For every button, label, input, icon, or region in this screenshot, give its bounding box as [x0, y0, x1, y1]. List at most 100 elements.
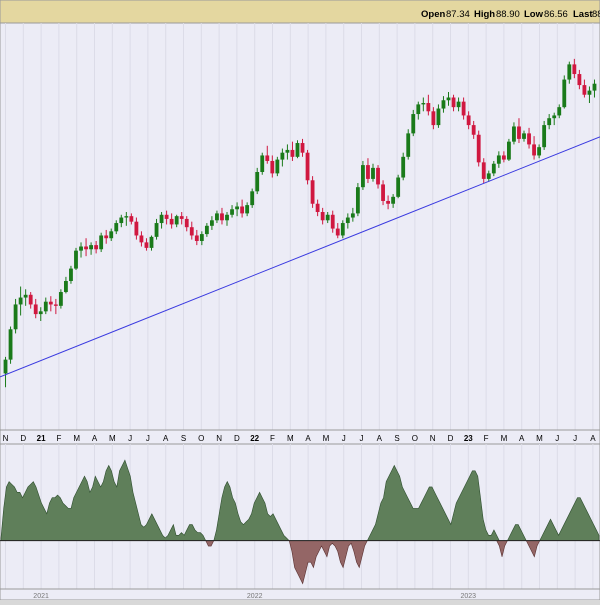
candle[interactable] [99, 232, 104, 253]
candle[interactable] [235, 202, 239, 217]
candle[interactable] [89, 242, 94, 255]
candle[interactable] [476, 130, 481, 167]
candle[interactable] [436, 104, 441, 128]
candle[interactable] [144, 238, 149, 251]
candle[interactable] [335, 223, 340, 239]
candle[interactable] [164, 210, 169, 225]
candle[interactable] [481, 158, 486, 184]
candle[interactable] [255, 167, 260, 195]
candle[interactable] [376, 165, 380, 189]
candle[interactable] [381, 180, 385, 206]
candle[interactable] [129, 213, 134, 225]
candle[interactable] [23, 289, 28, 306]
candle[interactable] [411, 109, 416, 137]
candle[interactable] [280, 148, 285, 167]
candle[interactable] [64, 276, 68, 294]
candle[interactable] [38, 307, 43, 322]
candle[interactable] [562, 75, 567, 109]
candle[interactable] [406, 129, 411, 160]
candle[interactable] [441, 96, 446, 113]
candle[interactable] [537, 144, 542, 159]
candle[interactable] [275, 156, 280, 177]
candle[interactable] [355, 183, 360, 217]
candle[interactable] [184, 216, 189, 232]
candle[interactable] [592, 79, 597, 98]
candle[interactable] [250, 188, 255, 208]
candle[interactable] [3, 356, 8, 388]
candle[interactable] [512, 122, 516, 145]
candle[interactable] [421, 97, 426, 112]
candle[interactable] [501, 151, 506, 163]
candle[interactable] [532, 136, 536, 160]
candle[interactable] [134, 217, 139, 240]
candle[interactable] [69, 265, 73, 284]
candle[interactable] [154, 218, 159, 240]
candle[interactable] [194, 229, 199, 246]
candle[interactable] [340, 220, 345, 239]
candle[interactable] [33, 298, 38, 319]
candle[interactable] [220, 207, 224, 225]
candle[interactable] [350, 207, 355, 222]
candle[interactable] [58, 289, 63, 309]
candle[interactable] [557, 104, 562, 119]
candle[interactable] [189, 221, 194, 240]
candle[interactable] [159, 212, 164, 229]
candle[interactable] [48, 296, 53, 312]
candle[interactable] [270, 155, 275, 178]
candle[interactable] [401, 152, 406, 181]
candle[interactable] [265, 145, 270, 164]
candle[interactable] [290, 141, 295, 161]
candle[interactable] [109, 228, 114, 241]
candle[interactable] [139, 231, 144, 247]
candle[interactable] [53, 298, 58, 315]
candle[interactable] [572, 58, 577, 79]
candle[interactable] [522, 130, 526, 142]
candle[interactable] [552, 112, 557, 126]
candle[interactable] [396, 174, 401, 199]
candle[interactable] [18, 286, 23, 316]
candle[interactable] [225, 212, 229, 226]
candle[interactable] [28, 292, 33, 309]
candle[interactable] [320, 207, 325, 225]
candle[interactable] [300, 138, 305, 157]
trendline[interactable] [0, 136, 600, 378]
candle[interactable] [174, 214, 179, 228]
candle[interactable] [582, 79, 587, 98]
candle[interactable] [310, 176, 315, 208]
candle[interactable] [330, 210, 335, 233]
candle[interactable] [240, 199, 245, 218]
candle[interactable] [285, 144, 290, 160]
candle[interactable] [325, 212, 330, 224]
candle[interactable] [119, 214, 124, 228]
candle[interactable] [567, 61, 572, 84]
candle[interactable] [486, 170, 491, 182]
candle[interactable] [230, 205, 234, 218]
candle[interactable] [527, 127, 531, 149]
candle[interactable] [315, 199, 320, 217]
candle[interactable] [371, 163, 375, 182]
candle[interactable] [517, 118, 521, 144]
candle[interactable] [461, 97, 466, 120]
candle[interactable] [245, 202, 250, 217]
candle[interactable] [542, 120, 547, 150]
candle[interactable] [43, 297, 48, 315]
candle[interactable] [104, 229, 109, 244]
candle[interactable] [84, 238, 88, 257]
candle[interactable] [547, 114, 552, 130]
candle[interactable] [386, 195, 391, 210]
candle[interactable] [199, 231, 204, 246]
candle[interactable] [13, 298, 18, 334]
candle[interactable] [295, 140, 300, 159]
candle[interactable] [456, 97, 461, 112]
candle[interactable] [79, 242, 83, 258]
candle[interactable] [577, 69, 582, 90]
candle[interactable] [496, 151, 501, 168]
candle[interactable] [491, 160, 496, 177]
candle[interactable] [94, 240, 99, 254]
candle[interactable] [587, 86, 592, 104]
candle[interactable] [260, 152, 265, 175]
candle[interactable] [204, 223, 209, 237]
candle[interactable] [149, 235, 154, 251]
candle[interactable] [451, 94, 456, 112]
candle[interactable] [506, 138, 511, 161]
